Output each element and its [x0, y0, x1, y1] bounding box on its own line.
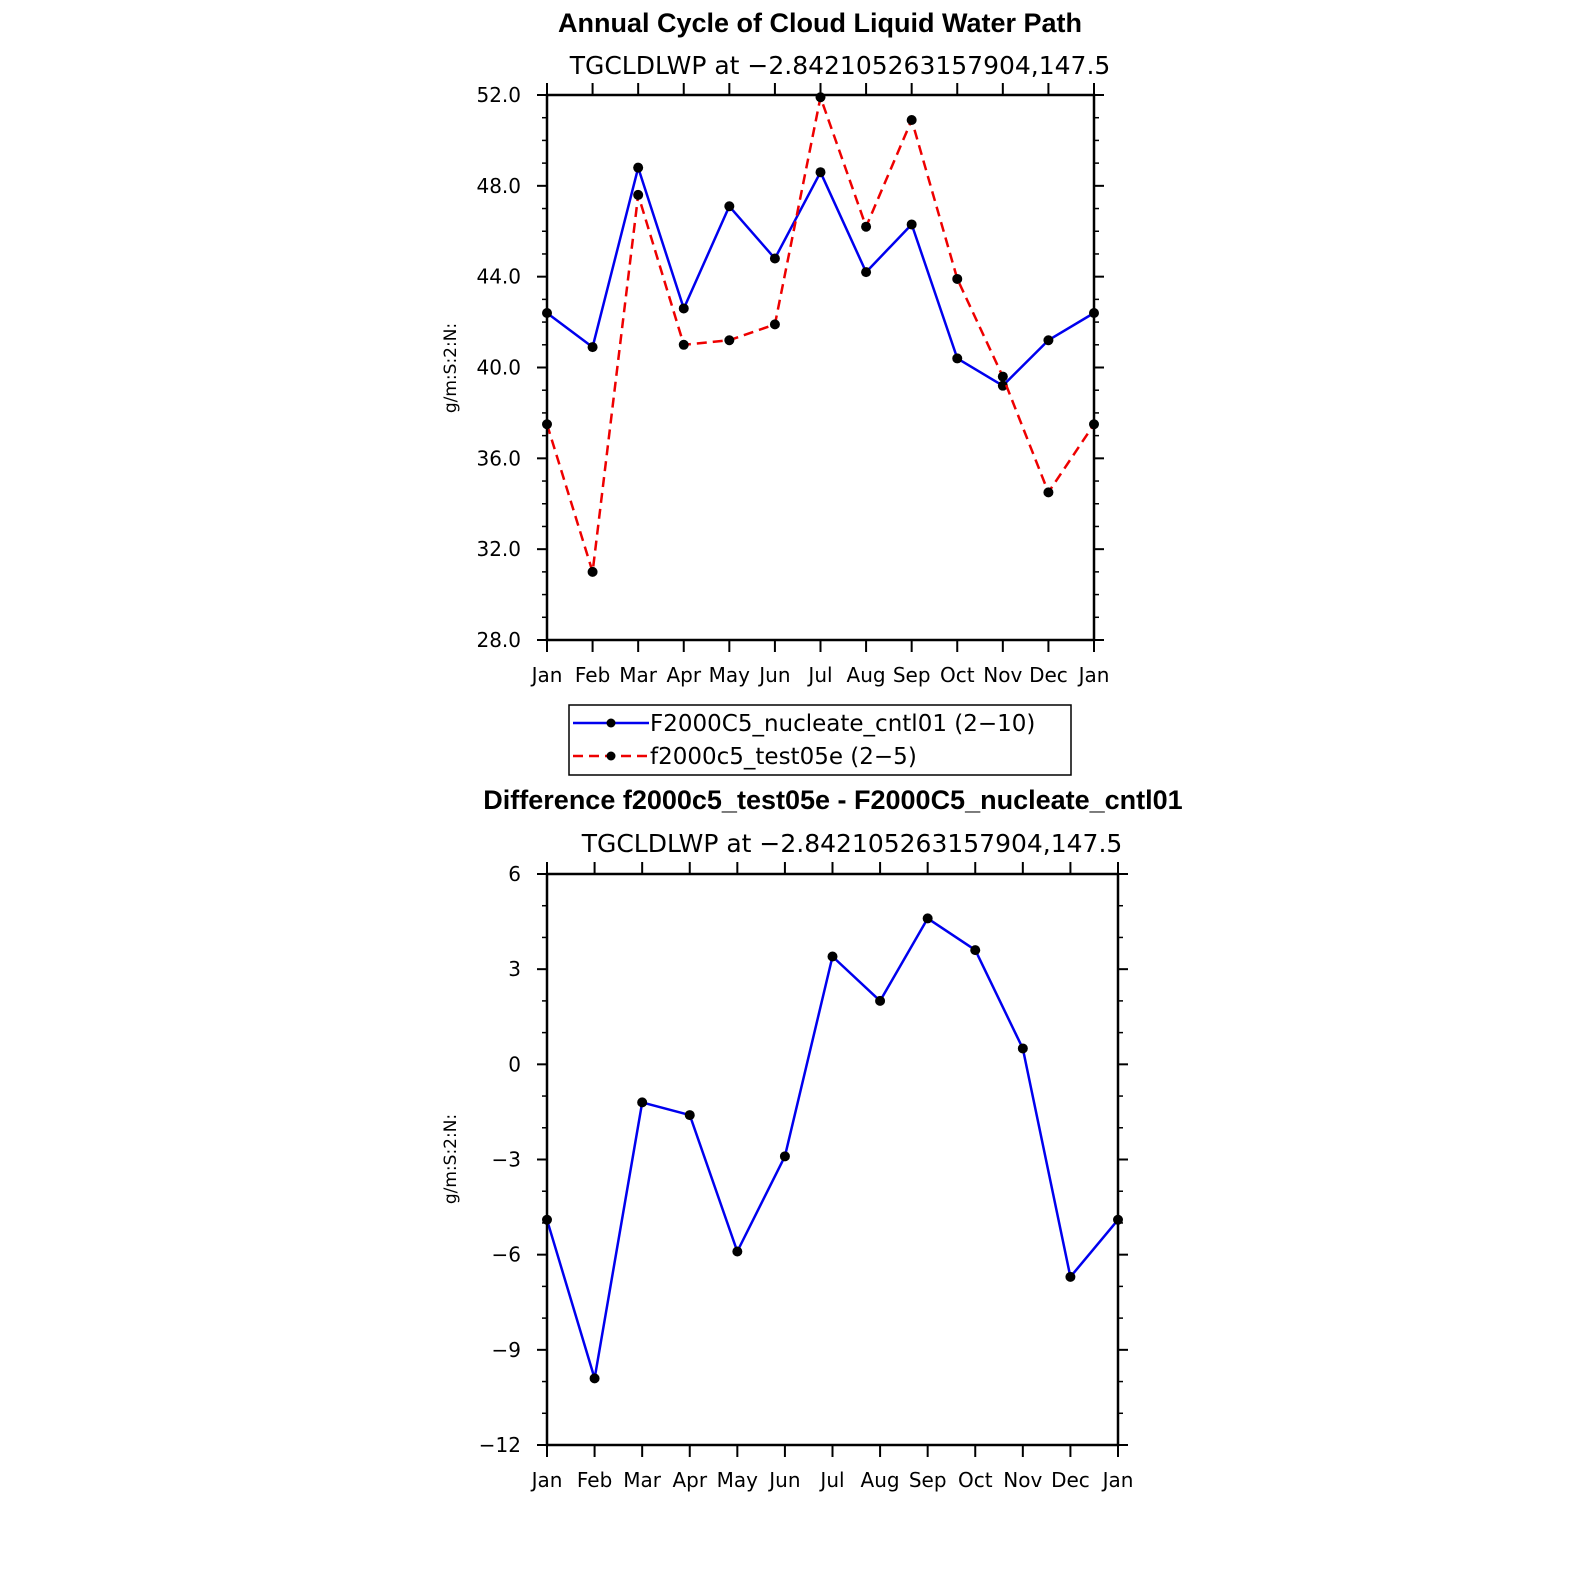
data-point [1043, 335, 1054, 346]
x-tick-label: Apr [672, 1468, 707, 1492]
data-point [589, 1373, 600, 1384]
plot-frame [545, 93, 1096, 642]
x-tick-label: Sep [893, 663, 931, 687]
data-point [1017, 1043, 1028, 1054]
data-point [997, 380, 1008, 391]
series-line-1 [545, 917, 1119, 1380]
y-tick-label: 48.0 [476, 174, 521, 198]
data-point [906, 219, 917, 230]
legend-entry-1: F2000C5_nucleate_cntl01 (2−10) [650, 711, 1035, 737]
legend-marker [606, 718, 616, 728]
data-point [724, 201, 735, 212]
data-point [861, 267, 872, 278]
x-tick-label: Dec [1029, 663, 1068, 687]
legend: F2000C5_nucleate_cntl01 (2−10) f2000c5_t… [568, 704, 1072, 776]
x-tick-label: Jul [806, 663, 832, 687]
y-tick-label: 0 [508, 1052, 521, 1076]
x-tick-label: May [709, 663, 751, 687]
x-tick-label: Aug [847, 663, 886, 687]
chart-subtitle: TGCLDLWP at −2.842105263157904,147.5 [581, 829, 1123, 858]
data-point [724, 335, 735, 346]
y-tick-label: 44.0 [476, 265, 521, 289]
data-point [633, 162, 644, 173]
data-point [678, 303, 689, 314]
x-tick-label: Jul [818, 1468, 844, 1492]
y-tick-label: −12 [479, 1433, 521, 1457]
y-tick-label: 36.0 [476, 446, 521, 470]
x-tick-label: May [717, 1468, 759, 1492]
data-point [815, 167, 826, 178]
x-tick-label: Feb [575, 663, 610, 687]
series-group [542, 92, 1099, 577]
x-tick-label: Oct [940, 663, 975, 687]
data-point [906, 114, 917, 125]
y-tick-labels: −12 −9 −6 −3 0 3 6 [479, 862, 521, 1457]
data-point [1065, 1271, 1076, 1282]
x-tick-label: Aug [861, 1468, 900, 1492]
data-point [637, 1097, 648, 1108]
x-tick-label: Mar [619, 663, 658, 687]
x-tick-label: Apr [666, 663, 701, 687]
data-point [875, 995, 886, 1006]
data-point [997, 371, 1008, 382]
x-tick-label: Sep [909, 1468, 947, 1492]
data-point [970, 945, 981, 956]
data-point [779, 1151, 790, 1162]
y-axis-label: g/m:S:2:N: [441, 1114, 461, 1204]
x-tick-label: Oct [958, 1468, 993, 1492]
y-tick-label: −6 [492, 1243, 521, 1267]
y-tick-label: −3 [492, 1148, 521, 1172]
chart-annual-cycle: Annual Cycle of Cloud Liquid Water Path … [441, 8, 1111, 776]
data-point [952, 273, 963, 284]
chart-subtitle: TGCLDLWP at −2.842105263157904,147.5 [569, 51, 1111, 80]
chart-title: Annual Cycle of Cloud Liquid Water Path [558, 8, 1082, 38]
series-group [542, 913, 1123, 1384]
x-tick-label: Jan [1077, 663, 1110, 687]
x-tick-label: Nov [1003, 1468, 1042, 1492]
x-tick-label: Feb [577, 1468, 612, 1492]
y-tick-label: 40.0 [476, 356, 521, 380]
y-tick-label: −9 [492, 1338, 521, 1362]
y-tick-label: 52.0 [476, 83, 521, 107]
x-tick-label: Jan [530, 1468, 563, 1492]
chart-difference: Difference f2000c5_test05e - F2000C5_nuc… [441, 785, 1183, 1492]
x-tick-labels: Jan Feb Mar Apr May Jun Jul Aug Sep Oct Nov Dec Jan [530, 663, 1110, 687]
data-point [633, 189, 644, 200]
tick-marks [537, 862, 1128, 1457]
y-tick-label: 28.0 [476, 628, 521, 652]
data-point [1043, 487, 1054, 498]
data-point [922, 913, 933, 924]
x-tick-label: Nov [983, 663, 1022, 687]
data-point [732, 1246, 743, 1257]
data-point [678, 339, 689, 350]
x-tick-label: Jun [767, 1468, 800, 1492]
legend-entry-2: f2000c5_test05e (2−5) [650, 744, 917, 770]
x-tick-label: Mar [623, 1468, 662, 1492]
x-tick-label: Dec [1051, 1468, 1090, 1492]
x-tick-label: Jan [530, 663, 563, 687]
y-tick-label: 3 [508, 957, 521, 981]
chart-title: Difference f2000c5_test05e - F2000C5_nuc… [483, 785, 1182, 815]
y-tick-label: 32.0 [476, 537, 521, 561]
legend-marker [606, 751, 616, 761]
data-point [827, 951, 838, 962]
y-tick-label: 6 [508, 862, 521, 886]
data-point [684, 1110, 695, 1121]
y-axis-label: g/m:S:2:N: [441, 323, 461, 413]
data-point [861, 221, 872, 232]
data-point [769, 253, 780, 264]
y-tick-labels: 28.0 32.0 36.0 40.0 44.0 48.0 52.0 [476, 83, 521, 652]
legend-box [568, 704, 1072, 776]
data-point [769, 319, 780, 330]
x-tick-label: Jan [1101, 1468, 1134, 1492]
data-point [587, 566, 598, 577]
x-tick-labels: Jan Feb Mar Apr May Jun Jul Aug Sep Oct Nov Dec Jan [530, 1468, 1134, 1492]
data-point [952, 353, 963, 364]
data-point [587, 342, 598, 353]
plot-frame [545, 872, 1120, 1447]
x-tick-label: Jun [757, 663, 790, 687]
